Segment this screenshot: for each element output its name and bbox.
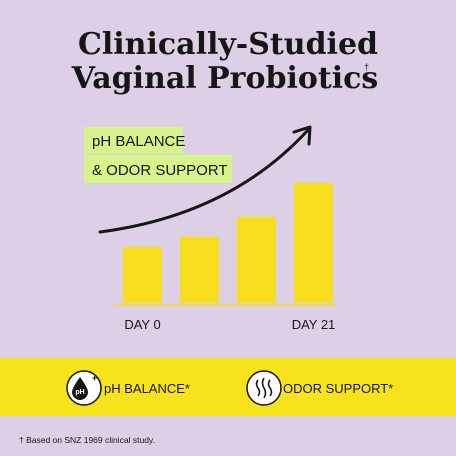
- bar: [294, 183, 333, 303]
- footnote: † Based on SNZ 1969 clinical study.: [19, 435, 155, 445]
- icon-text: +: [92, 373, 97, 383]
- odor-icon: [255, 377, 273, 399]
- title-line: Vaginal Probiotics: [71, 61, 379, 96]
- bar: [180, 237, 219, 303]
- x-tick-label: DAY 0: [124, 317, 160, 332]
- label-box: [84, 155, 232, 183]
- label-box: [84, 127, 183, 154]
- bar: [237, 217, 276, 303]
- bars: [123, 183, 333, 303]
- drop-icon: [72, 377, 88, 400]
- chart-label: & ODOR SUPPORT: [92, 162, 228, 179]
- title-marker: †: [364, 62, 369, 72]
- bar: [123, 247, 162, 303]
- icon-text: pH: [75, 389, 84, 396]
- feature-label: pH BALANCE*: [104, 381, 190, 396]
- title-line: Clinically-Studied: [78, 27, 378, 62]
- arrow-head: [292, 125, 312, 146]
- feature-label: ODOR SUPPORT*: [283, 381, 393, 396]
- x-tick-label: DAY 21: [292, 317, 336, 332]
- chart-label: pH BALANCE: [92, 133, 185, 150]
- trend-arrow: [98, 128, 310, 234]
